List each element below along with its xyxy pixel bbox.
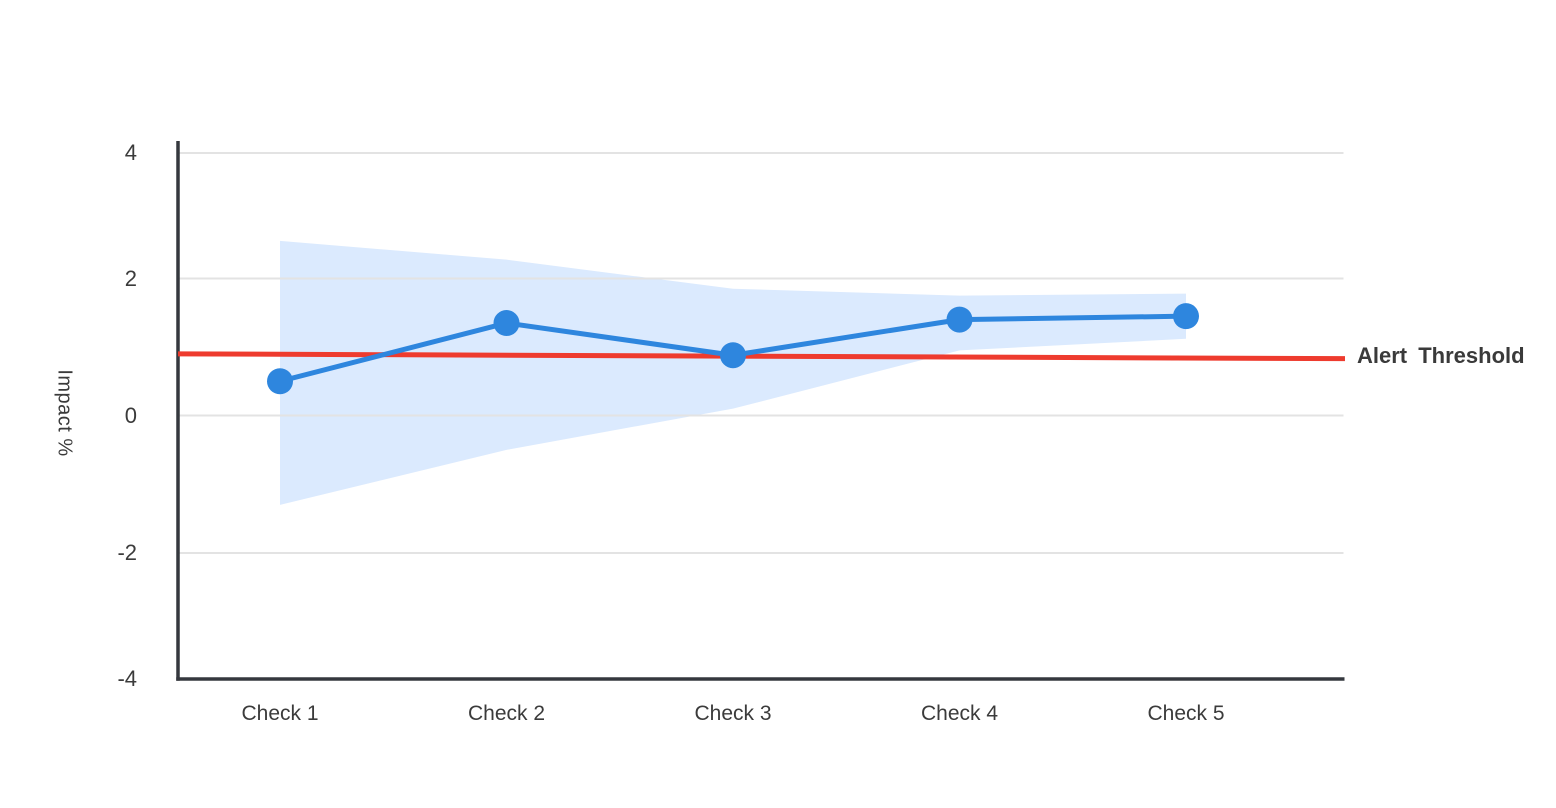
y-tick-label-4: 4 <box>124 140 137 165</box>
data-point-check-4 <box>946 306 973 333</box>
x-category-label-check-4: Check 4 <box>920 702 999 725</box>
threshold-annotation: Alert Threshold <box>1357 343 1525 368</box>
data-point-check-3 <box>720 342 746 369</box>
x-category-label-check-5: Check 5 <box>1147 702 1225 725</box>
confidence-band-area <box>280 240 1186 505</box>
y-tick-label--2: -2 <box>117 540 137 565</box>
data-point-check-1 <box>267 368 293 395</box>
y-tick-label--4: -4 <box>117 666 137 691</box>
alert-threshold-line <box>177 351 1346 362</box>
y-tick-label-0: 0 <box>124 402 137 428</box>
x-category-label-check-3: Check 3 <box>694 702 772 725</box>
x-category-label-check-2: Check 2 <box>467 702 546 725</box>
x-category-label-check-1: Check 1 <box>241 702 319 725</box>
data-point-check-5 <box>1173 303 1199 330</box>
data-point-check-2 <box>493 310 520 337</box>
y-tick-label-2: 2 <box>124 265 137 291</box>
